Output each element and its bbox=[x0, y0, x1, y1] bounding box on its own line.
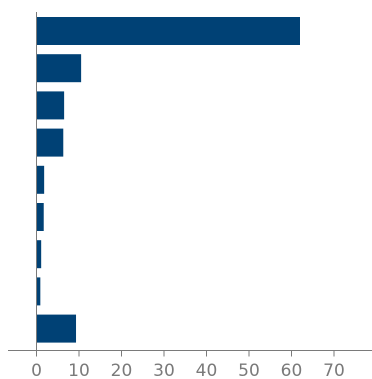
bar-7 bbox=[36, 240, 42, 269]
bar-6 bbox=[36, 203, 44, 231]
x-tick-label: 60 bbox=[281, 361, 303, 379]
bar-4 bbox=[36, 128, 64, 157]
x-tick-label: 40 bbox=[196, 361, 218, 379]
bar-8 bbox=[36, 277, 41, 306]
x-tick-label: 0 bbox=[31, 361, 42, 379]
bar-9 bbox=[36, 314, 77, 343]
bar-1 bbox=[36, 17, 300, 45]
bar-3 bbox=[36, 91, 65, 120]
x-tick-label: 20 bbox=[111, 361, 133, 379]
x-tick-label: 70 bbox=[323, 361, 345, 379]
bars bbox=[36, 17, 300, 343]
x-axis-ticks: 0 10 20 30 40 50 60 70 bbox=[31, 350, 345, 379]
x-tick-label: 50 bbox=[238, 361, 260, 379]
x-tick-label: 10 bbox=[68, 361, 90, 379]
axes bbox=[8, 12, 372, 351]
bar-2 bbox=[36, 54, 82, 83]
bar-5 bbox=[36, 165, 45, 194]
x-tick-label: 30 bbox=[153, 361, 175, 379]
